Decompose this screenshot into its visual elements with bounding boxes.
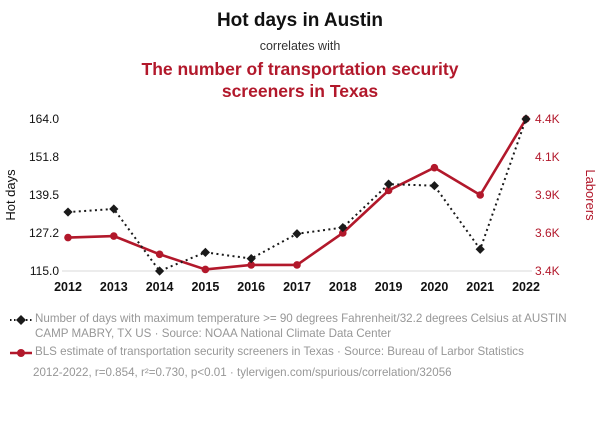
x-axis-tick: 2021 xyxy=(466,280,494,294)
right-axis-tick: 3.6K xyxy=(535,226,560,240)
chart-header: Hot days in Austin correlates with The n… xyxy=(0,0,600,103)
red-series-point xyxy=(201,265,210,274)
x-axis-tick: 2019 xyxy=(375,280,403,294)
stats-footer: 2012-2022, r=0.854, r²=0.730, p<0.01 · t… xyxy=(33,365,452,379)
red-series-point xyxy=(64,233,72,242)
black-series-point xyxy=(475,244,485,254)
left-axis-label: Hot days xyxy=(3,169,18,221)
left-axis-tick: 127.2 xyxy=(29,226,59,240)
x-axis-tick: 2018 xyxy=(329,280,357,294)
chart-canvas: 164.0 4.4K 151.8 4.1K 139.5 3.9K 127.2 3.6K 115.… xyxy=(3,112,598,294)
red-series-point xyxy=(293,260,301,269)
right-axis-tick: 3.4K xyxy=(535,264,560,278)
black-series-point xyxy=(200,247,210,257)
x-axis-tick: 2014 xyxy=(146,280,174,294)
x-axis-tick: 2013 xyxy=(100,280,128,294)
legend-text-screeners: BLS estimate of transportation security … xyxy=(35,344,524,358)
red-series-point xyxy=(384,186,393,194)
right-axis-label: Laborers xyxy=(583,169,598,221)
black-series-point xyxy=(429,180,439,191)
left-axis-tick: 151.8 xyxy=(29,150,59,164)
x-axis-tick: 2017 xyxy=(283,280,311,294)
x-axis-tick: 2015 xyxy=(191,280,219,294)
dual-axis-line-chart: 164.0 4.4K 151.8 4.1K 139.5 3.9K 127.2 3.6K 115.… xyxy=(0,107,600,307)
chart-legend: Number of days with maximum temperature … xyxy=(0,307,600,359)
black-series-point xyxy=(63,207,73,217)
legend-text-hot-days: Number of days with maximum temperature … xyxy=(35,311,567,340)
legend-item-hot-days: Number of days with maximum temperature … xyxy=(10,311,592,341)
right-axis-tick: 4.1K xyxy=(535,150,560,164)
page-title: Hot days in Austin xyxy=(216,10,384,31)
red-series-point xyxy=(110,231,118,240)
red-series-point xyxy=(247,260,255,269)
red-series-point xyxy=(339,228,347,237)
legend-item-screeners: BLS estimate of transportation security … xyxy=(10,344,592,359)
red-series-point xyxy=(155,250,164,258)
secondary-title: The number of transportation security sc… xyxy=(141,59,459,101)
right-axis-tick: 4.4K xyxy=(535,112,560,126)
red-circle-solid-line-icon xyxy=(10,348,32,357)
red-series-line xyxy=(67,118,528,271)
right-axis-tick: 3.9K xyxy=(535,188,560,202)
black-series-point xyxy=(155,266,165,276)
x-axis-tick: 2012 xyxy=(54,280,82,294)
red-series-point xyxy=(430,163,439,172)
black-series-point xyxy=(292,228,302,239)
left-axis-tick: 139.5 xyxy=(29,188,59,202)
left-axis-tick: 115.0 xyxy=(30,264,59,278)
x-axis-tick: 2022 xyxy=(512,280,540,294)
left-axis-tick: 164.0 xyxy=(29,112,59,126)
black-series-line xyxy=(67,118,527,272)
correlates-with-label: correlates with xyxy=(259,39,341,53)
x-axis-tick: 2020 xyxy=(420,280,448,294)
x-axis-tick: 2016 xyxy=(237,280,265,294)
black-series-point xyxy=(384,179,394,189)
black-series-point xyxy=(246,253,256,263)
black-diamond-dotted-line-icon xyxy=(10,314,32,325)
red-series-point xyxy=(476,190,485,199)
